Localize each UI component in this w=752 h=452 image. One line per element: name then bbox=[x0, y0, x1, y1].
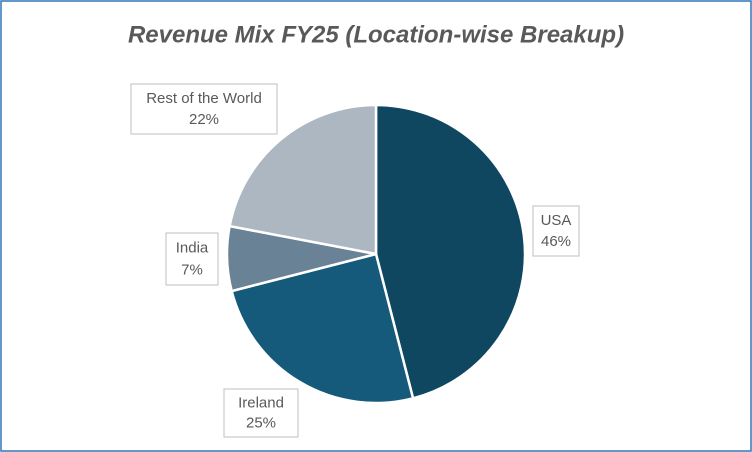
data-label-name: India bbox=[176, 240, 209, 257]
pie-slice bbox=[228, 103, 378, 256]
data-label-name: USA bbox=[541, 212, 572, 229]
data-label-name: Ireland bbox=[238, 394, 284, 411]
pie-slice bbox=[374, 103, 527, 400]
label-box bbox=[223, 388, 299, 438]
label-box bbox=[165, 232, 219, 286]
pie-slice bbox=[230, 252, 415, 405]
label-box bbox=[532, 205, 580, 257]
data-label-value: 25% bbox=[246, 415, 276, 432]
data-label-value: 7% bbox=[181, 261, 203, 278]
label-box bbox=[130, 83, 278, 135]
data-label-value: 22% bbox=[189, 111, 219, 128]
data-label-value: 46% bbox=[541, 233, 571, 250]
chart-title: Revenue Mix FY25 (Location-wise Breakup) bbox=[128, 21, 624, 48]
data-label-name: Rest of the World bbox=[146, 90, 262, 107]
